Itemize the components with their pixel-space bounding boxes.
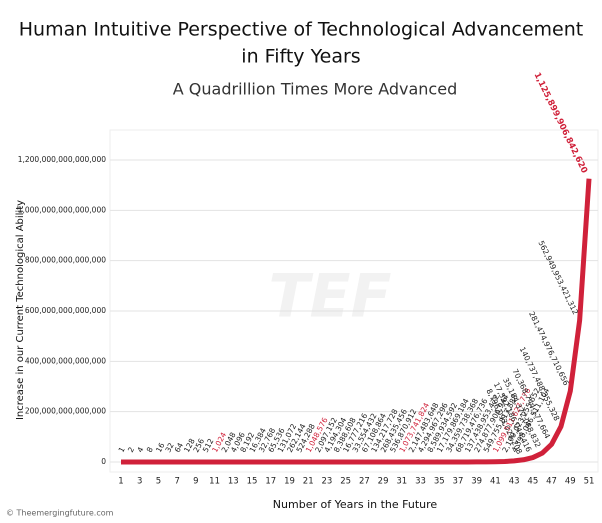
y-tick-label: 800,000,000,000,000 bbox=[25, 256, 106, 265]
data-label: 64 bbox=[173, 441, 186, 454]
x-tick-label: 45 bbox=[527, 477, 538, 487]
x-tick-label: 29 bbox=[378, 477, 389, 487]
data-label: 8 bbox=[145, 445, 155, 454]
y-tick-label: 600,000,000,000,000 bbox=[25, 306, 106, 315]
y-tick-label: 1,000,000,000,000,000 bbox=[18, 205, 106, 214]
y-tick-label: 1,200,000,000,000,000 bbox=[18, 155, 106, 164]
x-tick-label: 9 bbox=[193, 477, 198, 487]
chart-title: in Fifty Years bbox=[241, 46, 360, 68]
x-tick-label: 17 bbox=[265, 477, 276, 487]
x-tick-label: 21 bbox=[303, 477, 314, 487]
x-tick-label: 19 bbox=[284, 477, 295, 487]
x-tick-label: 39 bbox=[471, 477, 482, 487]
x-tick-label: 15 bbox=[247, 477, 258, 487]
x-tick-label: 31 bbox=[396, 477, 407, 487]
line bbox=[121, 178, 592, 465]
y-tick-label: 400,000,000,000,000 bbox=[25, 356, 106, 365]
x-tick-label: 25 bbox=[340, 477, 351, 487]
data-label: 1 bbox=[117, 445, 127, 454]
x-tick-label: 49 bbox=[565, 477, 576, 487]
x-tick-label: 35 bbox=[434, 477, 445, 487]
x-tick-label: 11 bbox=[209, 477, 220, 487]
data-label: 562,949,953,421,312 bbox=[536, 239, 580, 316]
x-axis-title: Number of Years in the Future bbox=[273, 498, 438, 511]
x-tick-label: 51 bbox=[584, 477, 595, 487]
y-tick-label: 0 bbox=[101, 457, 106, 466]
source: © Theemergingfuture.com bbox=[6, 509, 114, 518]
y-tick-label: 200,000,000,000,000 bbox=[25, 407, 106, 416]
x-tick-label: 41 bbox=[490, 477, 501, 487]
x-tick-label: 3 bbox=[137, 477, 142, 487]
x-tick-label: 1 bbox=[118, 477, 123, 487]
x-tick-label: 43 bbox=[509, 477, 520, 487]
x-tick-label: 27 bbox=[359, 477, 370, 487]
chart-subtitle: A Quadrillion Times More Advanced bbox=[173, 80, 457, 99]
data-label: 16 bbox=[154, 441, 167, 454]
x-tick-label: 37 bbox=[453, 477, 464, 487]
x-tick-label: 47 bbox=[546, 477, 557, 487]
x-tick-label: 5 bbox=[156, 477, 161, 487]
y-axis-title: Increase in our Current Technological Ab… bbox=[15, 200, 26, 420]
x-tick-label: 7 bbox=[174, 477, 179, 487]
watermark: TEF bbox=[269, 262, 392, 332]
data-label: 4 bbox=[135, 445, 145, 454]
plot-area bbox=[109, 129, 599, 473]
data-label: 32 bbox=[163, 441, 176, 454]
x-tick-label: 13 bbox=[228, 477, 239, 487]
data-label: 2 bbox=[126, 445, 136, 454]
chart-title: Human Intuitive Perspective of Technolog… bbox=[19, 19, 583, 41]
x-tick-label: 23 bbox=[322, 477, 333, 487]
x-tick-label: 33 bbox=[415, 477, 426, 487]
